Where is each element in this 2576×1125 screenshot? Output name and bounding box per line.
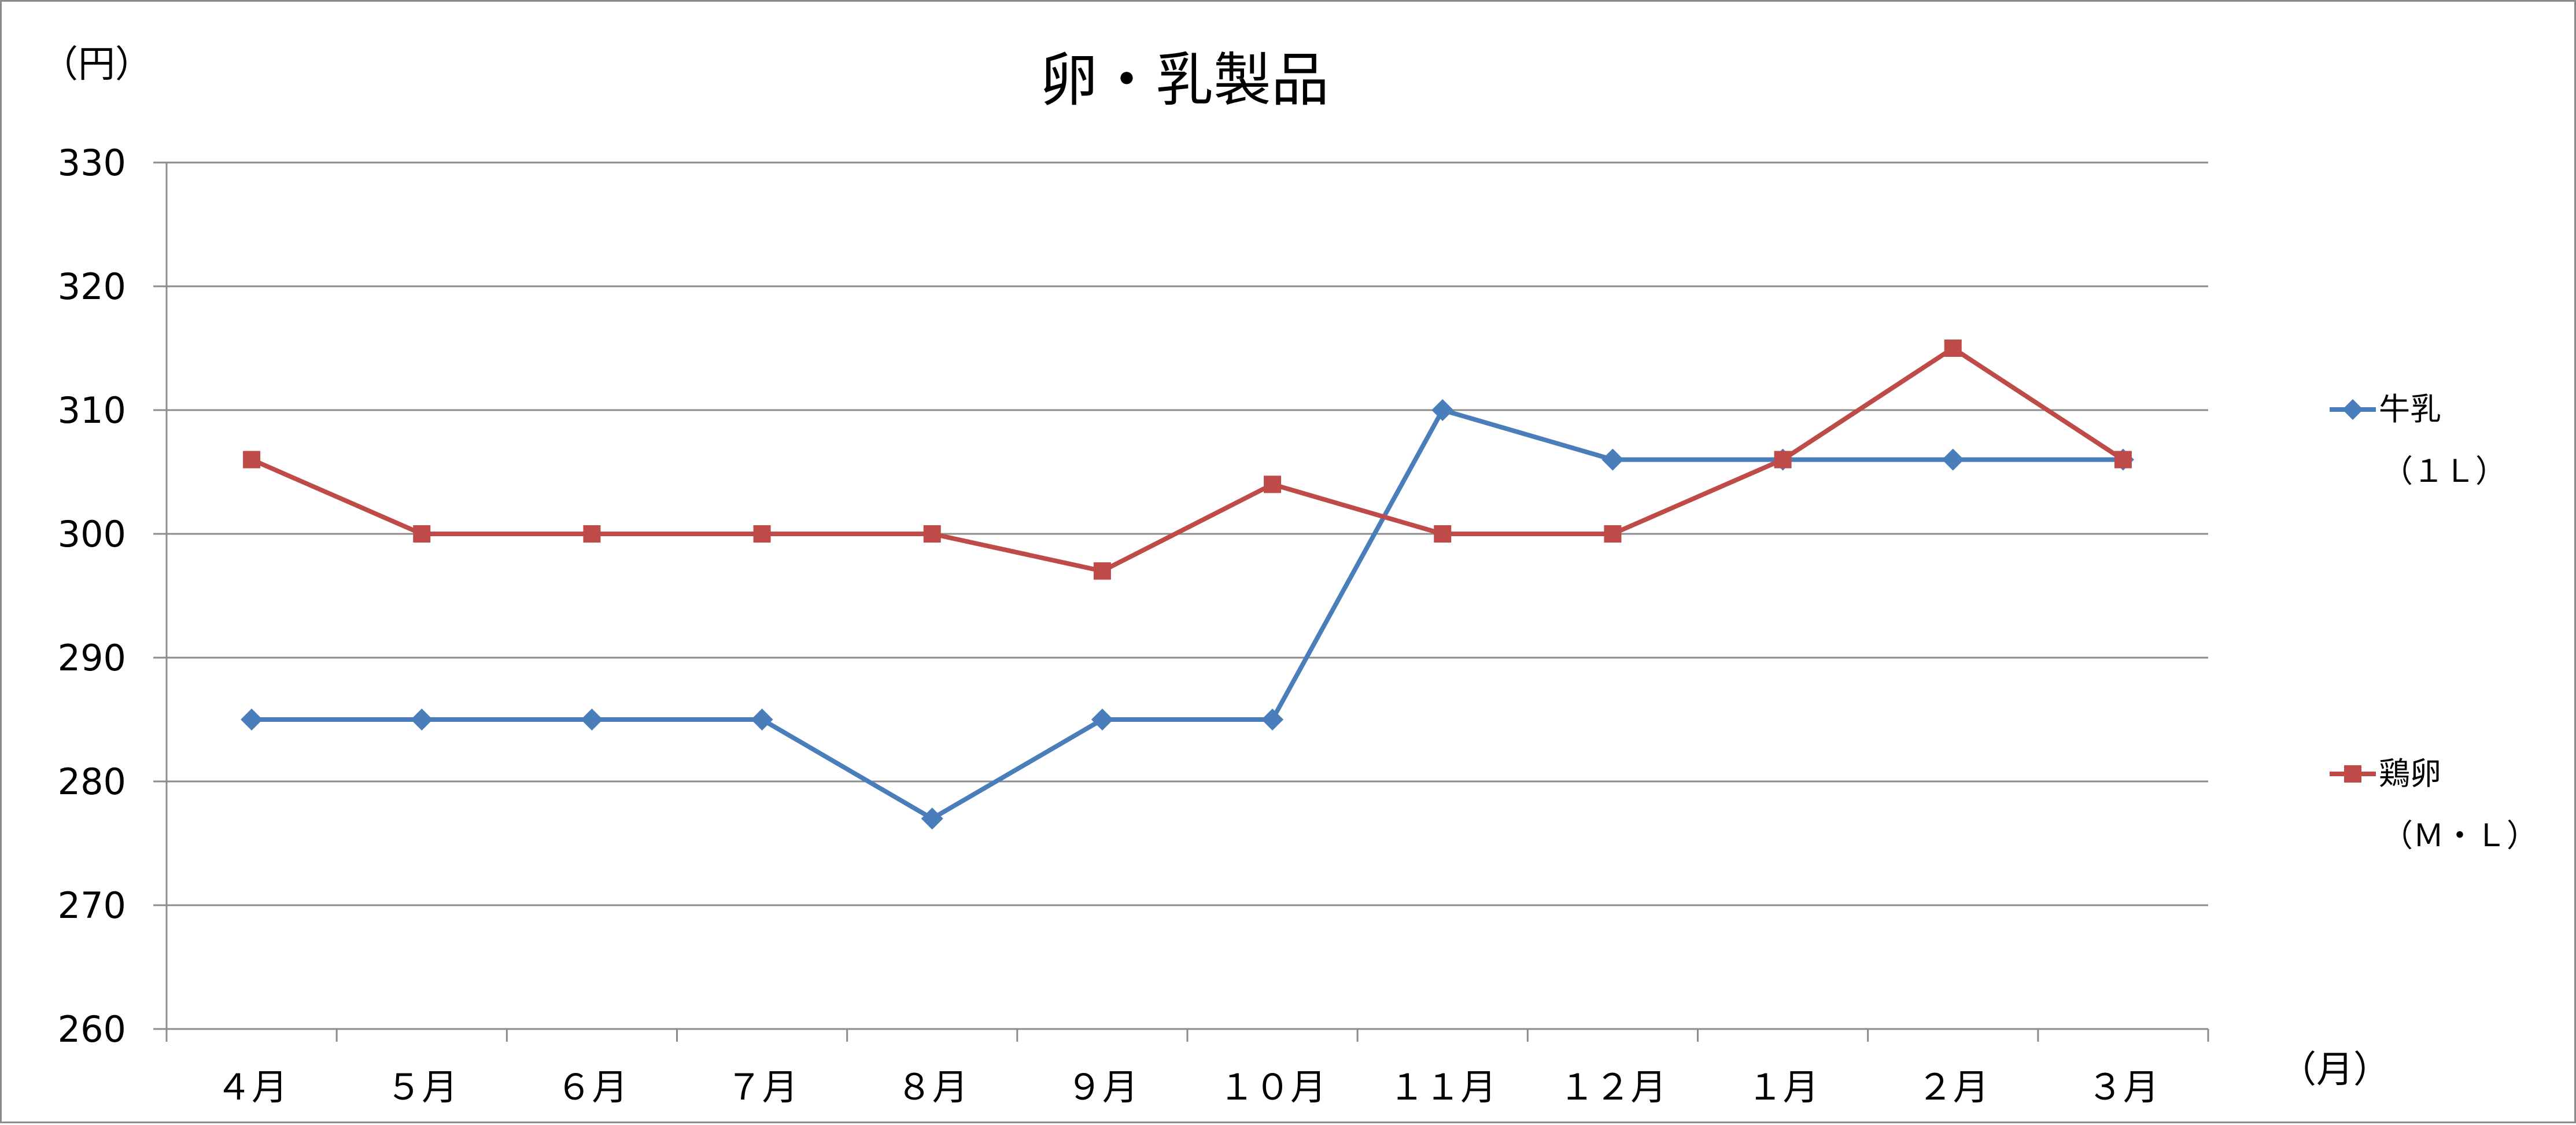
series-line-2 (250, 346, 2125, 574)
series-lines (241, 340, 2134, 830)
data-point-marker (1093, 562, 1111, 580)
data-point-marker (1774, 451, 1792, 469)
data-point-marker (751, 709, 773, 731)
data-point-marker (413, 525, 431, 543)
x-axis-unit-label: （月） (2279, 1049, 2390, 1091)
x-tick-label: ２月 (1917, 1066, 1989, 1108)
y-tick-label: 290 (58, 637, 126, 679)
y-tick-label: 270 (58, 884, 126, 927)
series-line-1 (252, 408, 2123, 821)
legend-marker (2344, 765, 2361, 783)
x-tick-label: １１月 (1389, 1066, 1496, 1108)
x-tick-labels: ４月 ５月 ６月 ７月 ８月 ９月 １０月 １１月 １２月 １月 ２月 ３月 (216, 1066, 2159, 1108)
y-axis-unit-label: （円） (41, 43, 152, 86)
data-point-marker (753, 525, 771, 543)
data-point-marker (2114, 451, 2132, 469)
data-point-marker (241, 709, 263, 731)
legend-label: 鶏卵 (2379, 755, 2441, 792)
data-point-marker (411, 709, 433, 731)
legend-label: 牛乳 (2379, 391, 2441, 427)
x-tick-label: １２月 (1559, 1066, 1666, 1108)
x-tick-label: ３月 (2087, 1066, 2159, 1108)
y-tick-label: 260 (58, 1008, 126, 1050)
y-tick-labels: 330 320 310 300 290 280 270 260 (58, 142, 126, 1050)
y-tick-label: 310 (58, 389, 126, 431)
data-point-marker (1431, 399, 1454, 421)
data-point-marker (581, 709, 603, 731)
legend-marker (2342, 399, 2363, 420)
data-point-marker (1091, 709, 1113, 731)
legend-label-sub: （Ｍ・Ｌ） (2382, 817, 2538, 854)
data-point-marker (1264, 475, 1282, 493)
chart-title: 卵・乳製品 (1040, 46, 1329, 114)
x-tick-label: ６月 (556, 1066, 628, 1108)
x-tick-label: ９月 (1066, 1066, 1138, 1108)
y-tick-label: 330 (58, 142, 126, 184)
x-tick-label: ４月 (216, 1066, 287, 1108)
axes (153, 163, 2209, 1042)
data-point-marker (1261, 709, 1284, 731)
data-point-marker (243, 451, 261, 469)
data-point-marker (1601, 448, 1624, 471)
legend: 牛乳 （１Ｌ） 鶏卵 （Ｍ・Ｌ） (2330, 391, 2538, 854)
data-point-marker (1942, 448, 1964, 471)
x-tick-label: １月 (1747, 1066, 1819, 1108)
x-tick-label: １０月 (1219, 1066, 1326, 1108)
data-point-marker (923, 525, 941, 543)
x-tick-label: ８月 (896, 1066, 968, 1108)
data-point-marker (583, 525, 601, 543)
data-point-marker (1944, 340, 1962, 357)
y-tick-label: 280 (58, 761, 126, 803)
legend-label-sub: （１Ｌ） (2382, 453, 2507, 489)
x-tick-label: ５月 (386, 1066, 457, 1108)
y-tick-label: 320 (58, 265, 126, 308)
x-tick-label: ７月 (726, 1066, 798, 1108)
data-point-marker (1434, 525, 1452, 543)
data-point-marker (1604, 525, 1622, 543)
data-point-marker (921, 807, 943, 830)
y-tick-label: 300 (58, 513, 126, 555)
